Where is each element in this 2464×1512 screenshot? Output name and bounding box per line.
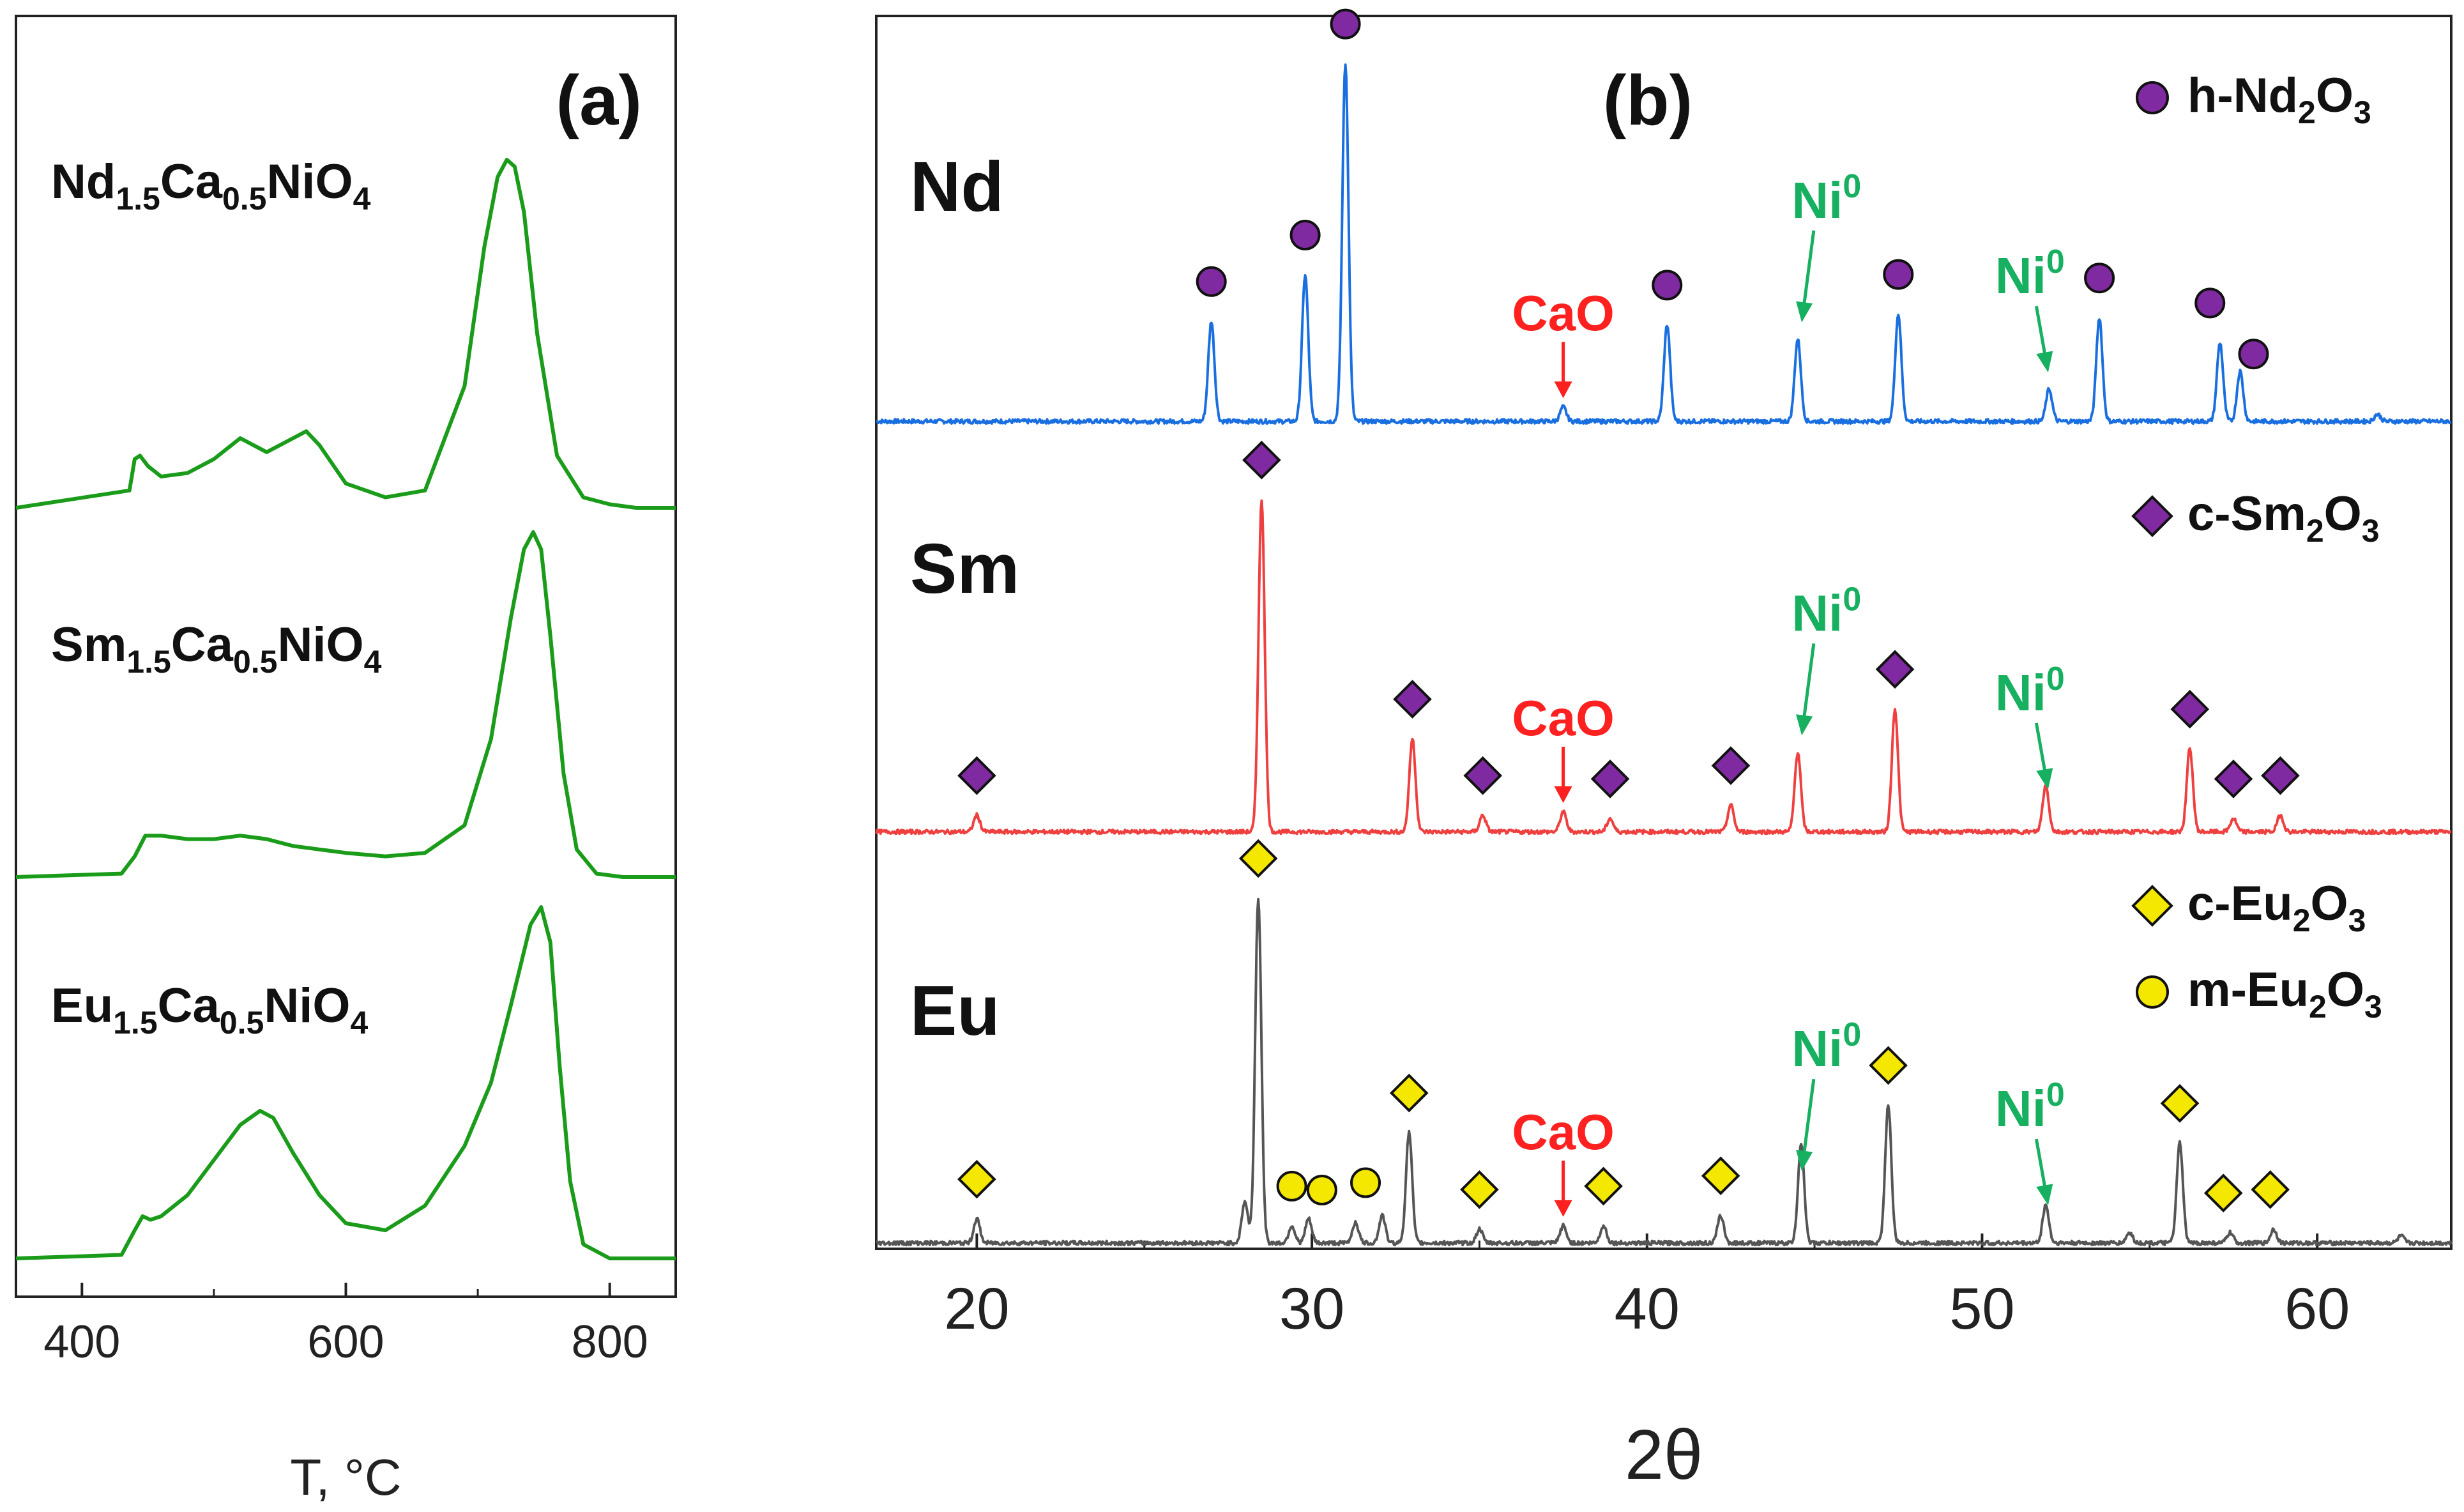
phase-marker-sm	[1711, 746, 1751, 785]
ni-label: Ni0	[1995, 661, 2065, 721]
x-tick-label-a: 800	[572, 1317, 648, 1368]
series-label-eu: Eu	[910, 972, 1000, 1050]
phase-marker-eu	[1389, 1073, 1429, 1113]
legend-marker-2	[2131, 885, 2173, 927]
phase-marker-sm	[957, 756, 996, 795]
phase-marker-eu	[957, 1159, 996, 1199]
phase-marker-eu	[2160, 1083, 2200, 1123]
phase-marker-nd	[1652, 270, 1683, 301]
x-tick-label-b: 40	[1615, 1276, 1680, 1341]
ni-label: Ni0	[1791, 168, 1861, 229]
x-axis-label-b: 2θ	[1625, 1416, 1703, 1494]
phase-marker-eu	[1584, 1166, 1623, 1206]
x-tick-label-b: 30	[1279, 1276, 1344, 1341]
phase-marker-eu	[1306, 1174, 1337, 1205]
x-axis-label-a: T, °C	[290, 1449, 401, 1506]
series-label-sm: Sm	[910, 530, 1019, 608]
cao-arrowhead	[1554, 786, 1572, 803]
phase-marker-eu	[1701, 1156, 1740, 1196]
x-tick-label-b: 50	[1949, 1276, 2014, 1341]
panel-label-a: (a)	[556, 61, 642, 140]
phase-marker-nd	[1289, 220, 1321, 250]
legend-text-1: c-Sm2O3	[2187, 487, 2380, 549]
phase-marker-nd	[1196, 266, 1227, 297]
legend-marker-3	[2136, 975, 2169, 1009]
sample-label-0: Nd1.5Ca0.5NiO4	[51, 155, 371, 217]
phase-marker-sm	[1393, 680, 1432, 719]
legend-marker-1	[2131, 495, 2173, 537]
phase-marker-nd	[2238, 339, 2269, 370]
ni-arrowhead	[1796, 714, 1813, 736]
phase-marker-sm	[1875, 650, 1915, 689]
x-tick-label-a: 600	[307, 1317, 384, 1368]
phase-marker-nd	[2084, 263, 2115, 294]
legend-text-0: h-Nd2O3	[2187, 68, 2371, 130]
xrd-pattern-eu	[876, 897, 2453, 1247]
phase-marker-eu	[1460, 1170, 1499, 1209]
series-label-nd: Nd	[910, 148, 1004, 226]
legend-text-2: c-Eu2O3	[2187, 876, 2366, 938]
phase-marker-sm	[1242, 440, 1281, 480]
ni-label: Ni0	[1995, 1076, 2065, 1137]
phase-marker-nd	[1883, 259, 1914, 290]
phase-marker-sm	[2261, 756, 2300, 795]
panel-a: 400 600 800 T, °C (a) Nd1.5Ca0.5NiO4 Sm1.5Ca0.…	[15, 15, 677, 1506]
ni-arrowhead	[1796, 1150, 1813, 1172]
ni-arrowhead	[2036, 768, 2053, 790]
ni-arrowhead	[2036, 351, 2053, 372]
xrd-pattern-sm	[875, 499, 2452, 836]
panel-label-b: (b)	[1603, 61, 1692, 140]
phase-marker-eu	[1350, 1167, 1381, 1198]
ni-label: Ni0	[1791, 581, 1861, 641]
phase-marker-sm	[2214, 760, 2253, 798]
panel-b: 20 30 40 50 60 2θ (b) Nd Sm Eu CaO Ni0 Ni0 CaO Ni0 Ni0 C…	[875, 8, 2453, 1494]
legend-marker-0	[2136, 81, 2169, 114]
phase-marker-eu	[1276, 1170, 1307, 1202]
x-tick-label-b: 20	[944, 1276, 1009, 1341]
xrd-pattern-nd	[876, 63, 2452, 425]
phase-marker-nd	[2194, 287, 2226, 319]
phase-marker-sm	[2170, 689, 2210, 729]
sample-label-1: Sm1.5Ca0.5NiO4	[51, 618, 382, 680]
cao-arrowhead	[1554, 1200, 1572, 1217]
plot-frame-b	[875, 15, 2453, 1250]
ni-arrowhead	[1796, 301, 1813, 323]
x-tick-label-b: 60	[2285, 1276, 2350, 1341]
phase-marker-eu	[1238, 839, 1278, 878]
cao-arrowhead	[1554, 381, 1572, 399]
phase-marker-sm	[1590, 760, 1630, 798]
ni-arrow	[1801, 643, 1816, 727]
ni-label: Ni0	[1791, 1016, 1861, 1077]
sample-label-2: Eu1.5Ca0.5NiO4	[51, 979, 368, 1041]
cao-label: CaO	[1512, 1104, 1614, 1160]
tpr-curve-2	[15, 905, 676, 1260]
ni-label: Ni0	[1995, 243, 2065, 304]
legend-text-3: m-Eu2O3	[2187, 963, 2382, 1025]
phase-marker-eu	[1869, 1046, 1908, 1085]
tpr-curve-0	[15, 158, 676, 510]
x-tick-label-a: 400	[43, 1317, 120, 1368]
phase-marker-eu	[2203, 1173, 2243, 1213]
phase-marker-eu	[2251, 1170, 2290, 1209]
tpr-curve-1	[15, 530, 676, 879]
cao-label: CaO	[1512, 690, 1614, 746]
ni-arrowhead	[2036, 1184, 2053, 1205]
ni-arrow	[1801, 230, 1816, 314]
ni-arrow	[1801, 1078, 1816, 1163]
cao-label: CaO	[1512, 285, 1614, 341]
phase-marker-sm	[1463, 756, 1503, 795]
phase-marker-nd	[1330, 8, 1361, 40]
